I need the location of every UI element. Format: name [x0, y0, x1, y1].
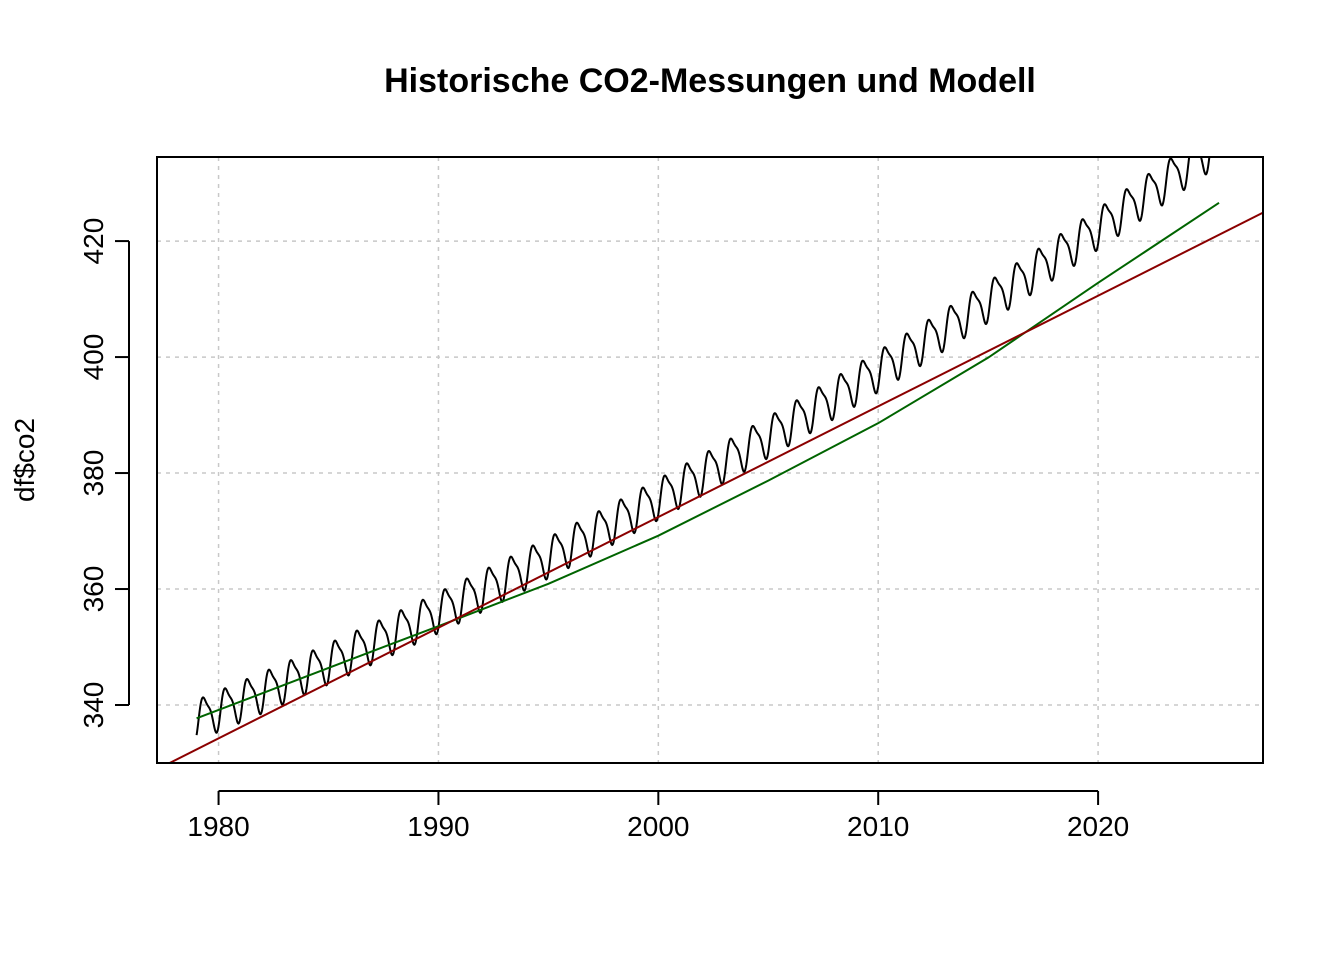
x-tick-label: 1990 [407, 811, 469, 842]
y-axis-label: df$co2 [9, 418, 40, 502]
series-line-linear-model [167, 211, 1263, 763]
y-tick-label: 400 [78, 334, 109, 381]
series-line-smoothed-trend [196, 201, 1220, 720]
x-axis: 1980 1990 2000 2010 2020 [187, 790, 1129, 842]
y-tick-label: 340 [78, 682, 109, 729]
y-axis: 340 360 380 400 420 [78, 218, 130, 729]
plot-frame [156, 156, 1264, 764]
chart-title: Historische CO2-Messungen und Modell [384, 62, 1036, 100]
y-tick-label: 420 [78, 218, 109, 265]
series-layer [167, 157, 1263, 763]
x-tick-label: 2020 [1067, 811, 1129, 842]
x-tick-label: 2010 [847, 811, 909, 842]
x-tick-label: 2000 [627, 811, 689, 842]
series-line-measurements [195, 157, 1211, 736]
y-tick-label: 380 [78, 450, 109, 497]
y-tick-label: 360 [78, 566, 109, 613]
x-tick-label: 1980 [187, 811, 249, 842]
